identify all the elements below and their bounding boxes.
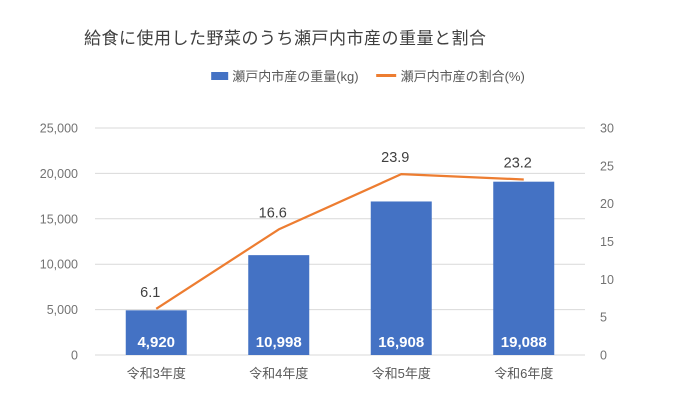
line-value-label: 6.1 [140,285,160,301]
right-axis-tick-label: 25 [600,159,614,173]
left-axis-tick-label: 25,000 [40,122,78,136]
legend-item-weight: 瀬戸内市産の重量(kg) [211,66,359,85]
line-value-label: 23.9 [381,150,409,166]
bar [370,201,432,355]
bar-value-label: 4,920 [137,334,175,351]
percentage-line [155,173,524,310]
right-axis-tick-label: 30 [600,122,614,136]
bar-value-label: 10,998 [256,334,302,351]
bar [125,310,187,355]
left-axis-tick-label: 10,000 [40,258,78,272]
left-axis-tick-label: 15,000 [40,212,78,226]
bar [248,255,310,355]
category-label: 令和3年度 [127,366,186,381]
legend-label-ratio: 瀬戸内市産の割合(%) [400,69,525,84]
left-axis-tick-label: 5,000 [47,303,78,317]
bar [493,181,555,355]
right-axis-tick-label: 5 [600,311,607,325]
left-axis-tick-label: 0 [71,349,78,363]
chart-title: 給食に使用した野菜のうち瀬戸内市産の重量と割合 [84,29,487,48]
right-axis-tick-label: 15 [600,235,614,249]
line-value-label: 23.2 [504,155,532,171]
right-axis-tick-label: 20 [600,197,614,211]
right-axis-tick-label: 0 [600,349,607,363]
category-label: 令和5年度 [372,366,431,381]
legend-item-ratio: 瀬戸内市産の割合(%) [376,66,525,85]
bar-value-label: 16,908 [378,334,424,351]
legend: 瀬戸内市産の重量(kg) 瀬戸内市産の割合(%) [211,66,525,85]
category-label: 令和4年度 [249,366,308,381]
bar-series-marker-icon [211,71,229,80]
bar-value-label: 19,088 [501,334,547,351]
category-label: 令和6年度 [494,366,553,381]
right-axis-tick-label: 10 [600,273,614,287]
legend-label-weight: 瀬戸内市産の重量(kg) [232,69,359,84]
line-value-label: 16.6 [259,205,287,221]
line-series-marker-icon [376,74,397,77]
left-axis-tick-label: 20,000 [40,167,78,181]
